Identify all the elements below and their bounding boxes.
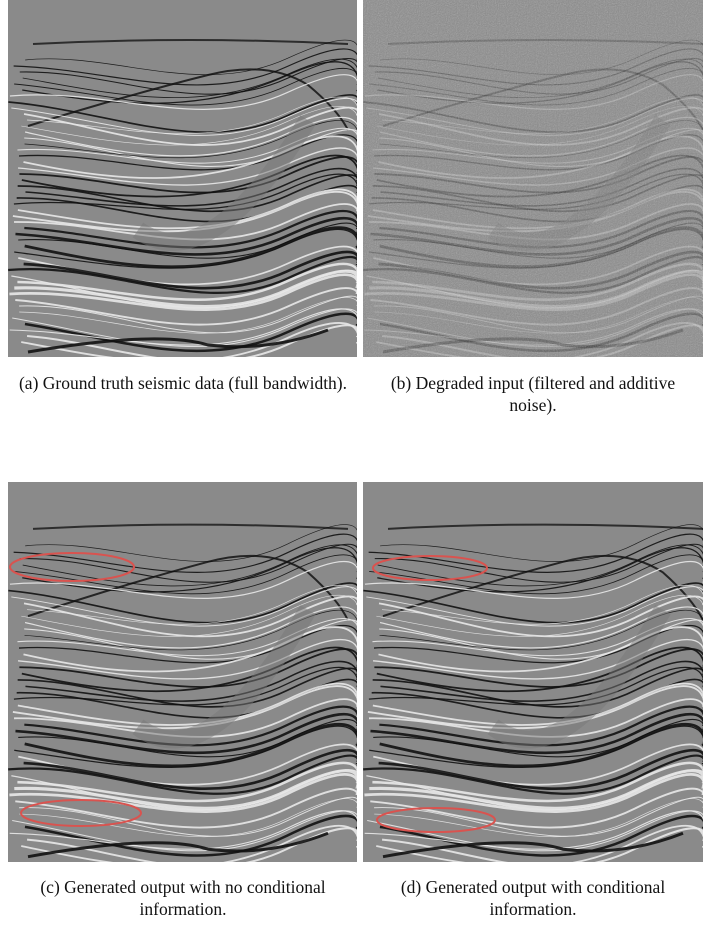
background — [363, 482, 703, 862]
figure-page: (a) Ground truth seismic data (full band… — [0, 0, 703, 932]
noise — [363, 0, 703, 357]
background — [8, 0, 357, 357]
caption-a: (a) Ground truth seismic data (full band… — [18, 372, 348, 394]
caption-b: (b) Degraded input (filtered and additiv… — [368, 372, 698, 416]
background — [8, 482, 357, 862]
seismic-image-b — [363, 0, 703, 357]
caption-d: (d) Generated output with conditional in… — [368, 876, 698, 920]
seismic-image-a — [8, 0, 357, 357]
caption-c: (c) Generated output with no conditional… — [18, 876, 348, 920]
seismic-image-c — [8, 482, 357, 862]
seismic-image-d — [363, 482, 703, 862]
